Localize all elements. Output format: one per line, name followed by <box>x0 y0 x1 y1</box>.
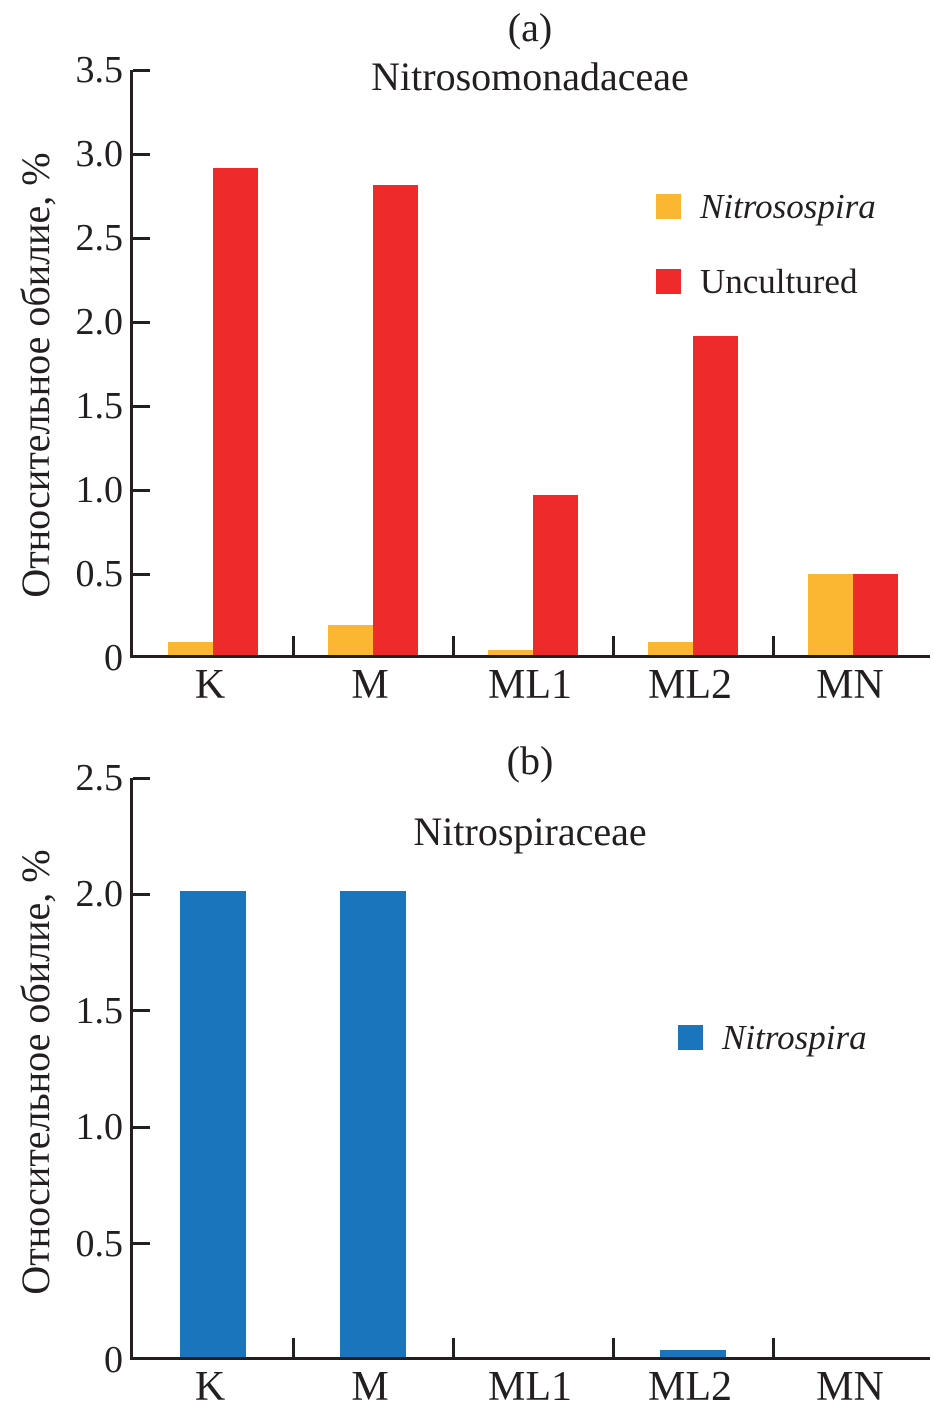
x-axis-tick <box>611 1338 615 1357</box>
y-axis-tick <box>133 1242 150 1246</box>
y-axis-tick <box>133 320 150 324</box>
legend-swatch-icon <box>678 1025 703 1050</box>
legend-label: Nitrosospira <box>700 187 876 226</box>
bar-mn-uncultured <box>853 574 898 655</box>
bar-mn-nitrosospira <box>808 574 853 655</box>
x-axis-tick <box>291 1338 295 1357</box>
legend-label: Nitrospira <box>722 1018 867 1057</box>
panel-b-x-category-labels: K M ML1 ML2 MN <box>130 1366 930 1414</box>
bar-ml1-uncultured <box>533 495 578 655</box>
x-axis-tick <box>291 636 295 655</box>
bar-k-nitrosospira <box>168 641 213 655</box>
y-axis-tick-label: 1.5 <box>75 989 124 1032</box>
x-category-label-ml1: ML1 <box>488 662 572 708</box>
x-axis-tick <box>771 636 775 655</box>
bar-k-uncultured <box>213 167 258 655</box>
x-category-label-k: K <box>194 662 226 708</box>
y-axis-tick <box>133 236 150 240</box>
bar-k-nitrospira <box>180 891 246 1357</box>
y-axis-tick-label: 3.5 <box>75 49 124 91</box>
y-axis-tick-label: 0 <box>104 1339 123 1381</box>
panel-b-y-axis-label: Относительное обилие, % <box>13 849 58 1295</box>
y-axis-tick <box>133 1009 150 1013</box>
x-category-label-m: M <box>351 662 389 708</box>
legend-swatch-icon <box>656 269 681 294</box>
y-axis-tick-label: 0 <box>104 637 123 679</box>
bar-m-nitrospira <box>340 891 406 1357</box>
y-axis-tick-label: 2.5 <box>75 757 124 799</box>
y-axis-tick-label: 0.5 <box>75 1222 124 1265</box>
bar-ml2-uncultured <box>693 335 738 655</box>
x-axis-tick <box>771 1338 775 1357</box>
x-axis-tick <box>451 636 455 655</box>
y-axis-tick <box>133 488 150 492</box>
y-axis-tick-label: 1.0 <box>75 469 124 511</box>
y-axis-tick-label: 1.5 <box>75 385 124 427</box>
panel-a-plot-area: 3.5 3.0 2.5 2.0 1.5 1.0 0.5 0 <box>76 51 930 677</box>
panel-a-y-axis-label: Относительное обилие, % <box>13 152 58 598</box>
x-category-label-ml1: ML1 <box>488 1364 572 1410</box>
panel-b-title: Nitrospiraceae <box>413 809 647 854</box>
x-category-label-mn: MN <box>816 1364 884 1410</box>
x-category-label-ml2: ML2 <box>648 1364 732 1410</box>
x-category-label-mn: MN <box>816 662 884 708</box>
y-axis-tick-label: 2.0 <box>75 873 124 916</box>
x-category-label-k: K <box>194 1364 226 1410</box>
legend-label: Uncultured <box>700 262 858 301</box>
x-category-label-ml2: ML2 <box>648 662 732 708</box>
y-axis-tick <box>133 572 150 576</box>
panel-b-plot-area: 2.5 2.0 1.5 1.0 0.5 0 <box>76 759 930 1379</box>
bar-m-nitrosospira <box>328 624 373 655</box>
bar-ml1-nitrosospira <box>488 649 533 655</box>
y-axis-tick <box>133 776 150 780</box>
y-axis-tick-label: 0.5 <box>75 553 124 595</box>
x-axis-tick <box>451 1338 455 1357</box>
y-axis-tick-label: 1.0 <box>75 1106 124 1149</box>
bar-ml2-nitrospira <box>660 1350 726 1357</box>
panel-b-legend: Nitrospira <box>678 1020 867 1095</box>
y-axis-tick-label: 3.0 <box>75 133 124 175</box>
y-axis-tick <box>133 892 150 896</box>
x-axis-tick <box>611 636 615 655</box>
panel-a-tag: (a) <box>507 5 553 50</box>
panel-a-x-category-labels: K M ML1 ML2 MN <box>130 664 930 712</box>
y-axis-tick-label: 2.5 <box>75 217 124 259</box>
y-axis-tick <box>133 152 150 156</box>
panel-a-legend: Nitrosospira Uncultured <box>656 189 876 339</box>
legend-item-nitrospira: Nitrospira <box>678 1020 867 1055</box>
bar-m-uncultured <box>373 184 418 655</box>
legend-item-nitrosospira: Nitrosospira <box>656 189 876 224</box>
y-axis-tick-label: 2.0 <box>75 301 124 343</box>
y-axis-tick <box>133 1125 150 1129</box>
y-axis-tick <box>133 68 150 72</box>
panel-a-title: Nitrosomonadaceae <box>371 54 689 99</box>
legend-swatch-icon <box>656 194 681 219</box>
y-axis-tick <box>133 404 150 408</box>
bar-ml2-nitrosospira <box>648 641 693 655</box>
panel-b-tag: (b) <box>506 738 554 783</box>
legend-item-uncultured: Uncultured <box>656 264 876 299</box>
x-category-label-m: M <box>351 1364 389 1410</box>
